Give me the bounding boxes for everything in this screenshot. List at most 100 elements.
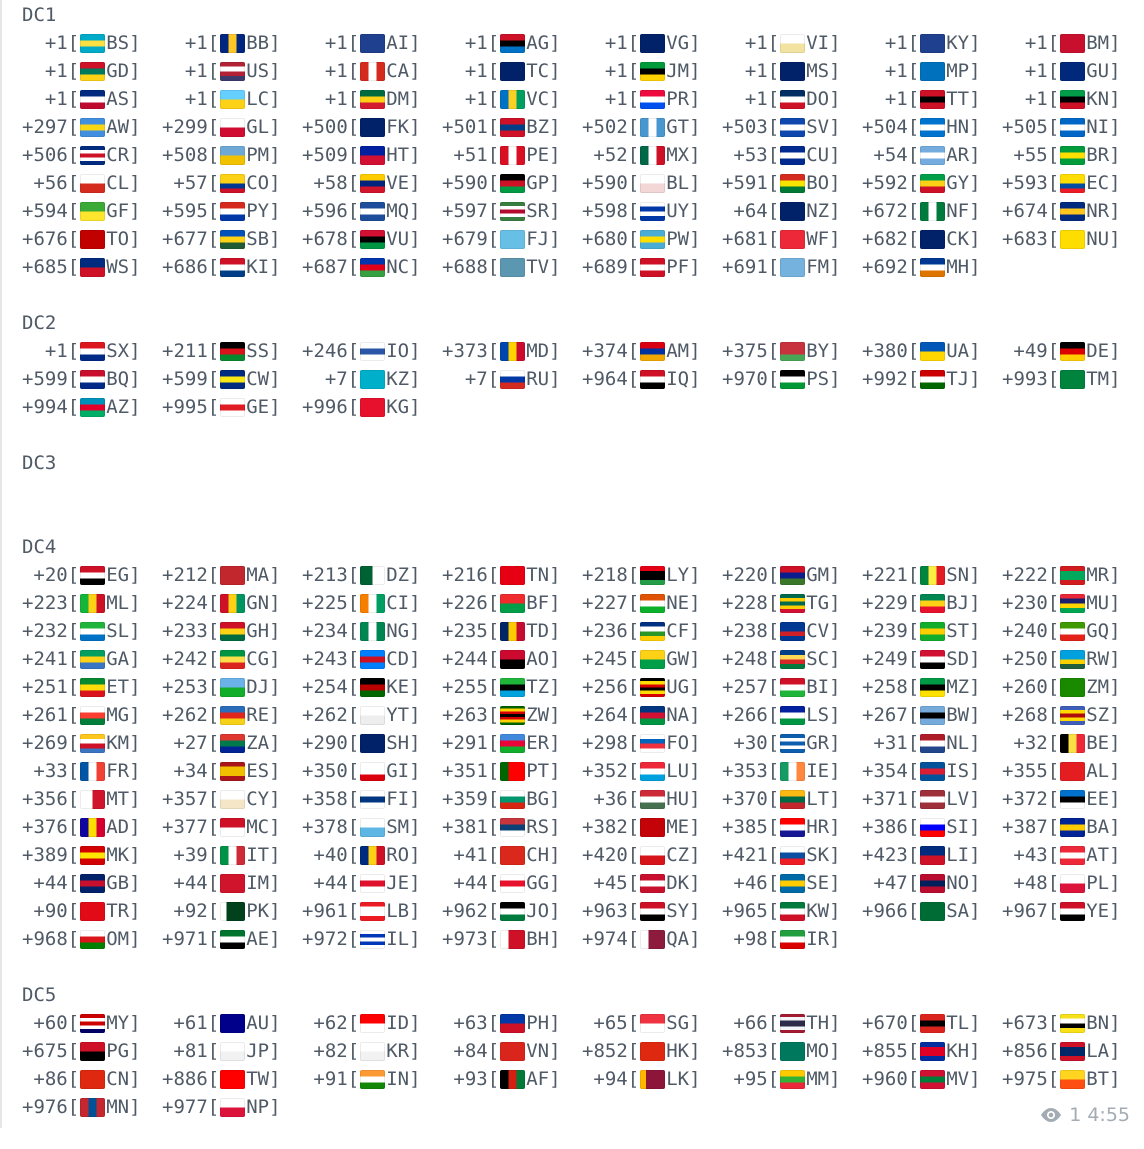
- country-entry: +242[CG]: [162, 645, 302, 673]
- dial-code: +381: [442, 816, 488, 838]
- bracket-open: [: [627, 1012, 640, 1034]
- bracket-close: ]: [969, 620, 981, 642]
- flag-icon: [640, 789, 666, 809]
- country-entry: +964[IQ]: [582, 365, 722, 393]
- country-entry: +1[MS]: [722, 57, 862, 85]
- bracket-open: [: [627, 144, 640, 166]
- flag-icon: [780, 61, 806, 81]
- country-code: MQ: [386, 200, 410, 222]
- dial-code: +1: [744, 88, 768, 110]
- dial-code: +233: [162, 620, 208, 642]
- bracket-close: ]: [969, 788, 981, 810]
- country-entry: +504[HN]: [862, 113, 1002, 141]
- bracket-open: [: [487, 368, 500, 390]
- dial-code: +54: [873, 144, 908, 166]
- bracket-close: ]: [829, 200, 841, 222]
- dial-code: +91: [313, 1068, 348, 1090]
- country-code: LS: [806, 704, 830, 726]
- bracket-close: ]: [409, 704, 421, 726]
- bracket-open: [: [487, 144, 500, 166]
- bracket-close: ]: [829, 256, 841, 278]
- country-entry: +421[SK]: [722, 841, 862, 869]
- bracket-close: ]: [689, 1012, 701, 1034]
- dial-code: +269: [22, 732, 68, 754]
- country-entry: +225[CI]: [302, 589, 442, 617]
- dial-code: +682: [862, 228, 908, 250]
- dial-code: +350: [302, 760, 348, 782]
- bracket-open: [: [207, 200, 220, 222]
- country-code: CW: [246, 368, 270, 390]
- country-entry: +266[LS]: [722, 701, 862, 729]
- bracket-close: ]: [409, 88, 421, 110]
- country-code: MX: [666, 144, 690, 166]
- bracket-open: [: [347, 88, 360, 110]
- bracket-open: [: [487, 1068, 500, 1090]
- country-entry: +970[PS]: [722, 365, 862, 393]
- bracket-open: [: [67, 928, 80, 950]
- dial-code: +1: [324, 60, 348, 82]
- flag-icon: [920, 789, 946, 809]
- bracket-close: ]: [129, 116, 141, 138]
- bracket-close: ]: [829, 1012, 841, 1034]
- bracket-open: [: [207, 88, 220, 110]
- dial-code: +1: [464, 32, 488, 54]
- flag-icon: [640, 593, 666, 613]
- dial-code: +84: [453, 1040, 488, 1062]
- bracket-open: [: [487, 704, 500, 726]
- country-entry: +1[PR]: [582, 85, 722, 113]
- dial-code: +354: [862, 760, 908, 782]
- country-code: FM: [806, 256, 830, 278]
- bracket-open: [: [67, 1012, 80, 1034]
- bracket-close: ]: [269, 396, 281, 418]
- country-entry: +249[SD]: [862, 645, 1002, 673]
- bracket-open: [: [207, 228, 220, 250]
- country-code: PF: [666, 256, 690, 278]
- dial-code: +211: [162, 340, 208, 362]
- country-entry: +691[FM]: [722, 253, 862, 281]
- country-entry: +93[AF]: [442, 1065, 582, 1093]
- country-code: HN: [946, 116, 970, 138]
- flag-icon: [500, 565, 526, 585]
- dial-code: +975: [1002, 1068, 1048, 1090]
- flag-icon: [1060, 173, 1086, 193]
- dial-code: +51: [453, 144, 488, 166]
- country-code: NL: [946, 732, 970, 754]
- flag-icon: [500, 621, 526, 641]
- flag-icon: [920, 1069, 946, 1089]
- bracket-open: [: [907, 704, 920, 726]
- dial-code: +590: [582, 172, 628, 194]
- country-entry: +240[GQ]: [1002, 617, 1142, 645]
- country-entry: +996[KG]: [302, 393, 442, 421]
- flag-icon: [220, 341, 246, 361]
- country-entry: +975[BT]: [1002, 1065, 1142, 1093]
- dial-code: +1: [604, 32, 628, 54]
- dial-code: +689: [582, 256, 628, 278]
- bracket-open: [: [67, 788, 80, 810]
- country-entry: +380[UA]: [862, 337, 1002, 365]
- country-code: FK: [386, 116, 410, 138]
- bracket-open: [: [207, 928, 220, 950]
- country-code: BA: [1086, 816, 1110, 838]
- dial-code: +1: [1024, 88, 1048, 110]
- dial-code: +683: [1002, 228, 1048, 250]
- dial-code: +49: [1013, 340, 1048, 362]
- dial-code: +222: [1002, 564, 1048, 586]
- flag-icon: [1060, 873, 1086, 893]
- country-code: SS: [246, 340, 270, 362]
- country-entry: +81[JP]: [162, 1037, 302, 1065]
- bracket-open: [: [347, 256, 360, 278]
- dial-code: +55: [1013, 144, 1048, 166]
- flag-icon: [920, 761, 946, 781]
- bracket-open: [: [67, 648, 80, 670]
- bracket-open: [: [67, 1096, 80, 1118]
- code-row: +968[OM] +971[AE] +972[IL] +973[BH] +974[QA]…: [22, 925, 1142, 953]
- flag-icon: [780, 117, 806, 137]
- country-entry: +1[JM]: [582, 57, 722, 85]
- flag-icon: [500, 733, 526, 753]
- bracket-open: [: [1047, 816, 1060, 838]
- bracket-open: [: [347, 648, 360, 670]
- dial-code: +961: [302, 900, 348, 922]
- bracket-close: ]: [689, 676, 701, 698]
- code-row: +675[PG] +81[JP] +82[KR] +84[VN] +852[HK] +85…: [22, 1037, 1142, 1065]
- bracket-open: [: [347, 368, 360, 390]
